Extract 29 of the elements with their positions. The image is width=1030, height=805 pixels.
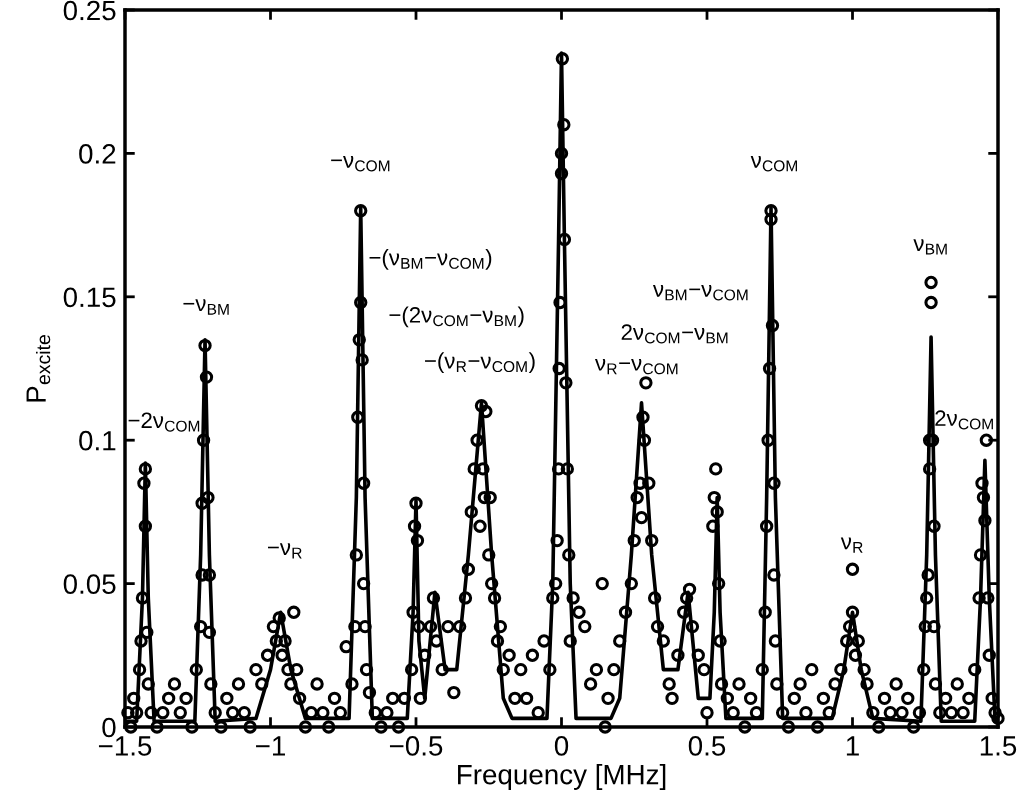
x-tick-label: 1.5	[980, 736, 1017, 756]
annotation: −(ν$_{BM}$−ν$_{COM}$)	[369, 249, 492, 270]
x-tick-label: 1	[846, 736, 859, 756]
annotation: −(2ν$_{COM}$−ν$_{BM}$)	[389, 306, 524, 328]
x-tick-label: −1.5	[98, 736, 152, 756]
x-tick-label: 0.5	[688, 736, 726, 756]
annotation: −ν$_{BM}$	[183, 299, 229, 315]
x-tick-label: −1	[256, 736, 285, 756]
annotation: −(ν$_{R}$−ν$_{COM}$)	[425, 352, 535, 374]
y-tick-label: 0	[102, 717, 116, 738]
y-tick-label: 0.15	[63, 287, 116, 308]
annotation: 2ν$_{COM}$	[935, 410, 993, 430]
annotation: 2ν$_{COM}$−ν$_{BM}$	[621, 324, 728, 344]
annotation: ν$_{R}$	[840, 537, 863, 553]
y-tick-label: 0.1	[79, 430, 116, 451]
y-tick-label: 0.25	[63, 0, 116, 21]
x-tick-label: −0.5	[389, 736, 443, 756]
annotation: ν$_{BM}$−ν$_{COM}$	[652, 285, 748, 301]
annotation: ν$_{COM}$	[750, 155, 797, 172]
x-axis-title: Frequency [MHz]	[458, 764, 666, 790]
annotation: ν$_{BM}$	[913, 239, 947, 255]
annotation: ν$_{R}$−ν$_{COM}$	[594, 358, 678, 375]
annotation: −2ν$_{COM}$	[128, 412, 200, 432]
y-tick-label: 0.2	[79, 144, 116, 164]
x-tick-label: 0	[554, 736, 569, 756]
annotation: −ν$_{COM}$	[331, 155, 390, 172]
annotation: −ν$_{R}$	[268, 543, 302, 559]
y-tick-label: 0.05	[63, 574, 116, 594]
y-axis-title: P$_{excite}$	[26, 335, 51, 402]
